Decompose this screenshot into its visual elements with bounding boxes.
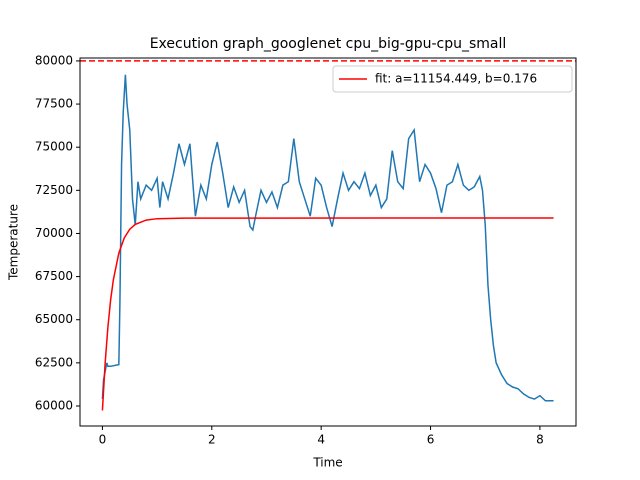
y-tick-label: 62500 bbox=[35, 355, 73, 369]
data-line bbox=[101, 74, 554, 402]
y-tick-label: 60000 bbox=[35, 398, 73, 412]
y-axis-label: Temperature bbox=[7, 204, 21, 281]
legend-label: fit: a=11154.449, b=0.176 bbox=[375, 72, 537, 86]
x-tick-label: 6 bbox=[427, 433, 435, 447]
x-axis-label: Time bbox=[312, 456, 342, 470]
y-tick-label: 80000 bbox=[35, 53, 73, 67]
plot-frame bbox=[79, 57, 577, 427]
data-line bbox=[101, 217, 554, 411]
y-tick-label: 65000 bbox=[35, 312, 73, 326]
chart-title: Execution graph_googlenet cpu_big-gpu-cp… bbox=[150, 36, 507, 52]
y-tick-label: 70000 bbox=[35, 226, 73, 240]
y-tick-label: 75000 bbox=[35, 140, 73, 154]
x-tick-label: 0 bbox=[99, 433, 107, 447]
y-tick-label: 72500 bbox=[35, 183, 73, 197]
y-tick-label: 77500 bbox=[35, 97, 73, 111]
y-tick-label: 67500 bbox=[35, 269, 73, 283]
legend-box bbox=[332, 65, 573, 93]
x-tick-label: 8 bbox=[536, 433, 544, 447]
x-tick-label: 2 bbox=[208, 433, 216, 447]
x-tick-label: 4 bbox=[317, 433, 325, 447]
